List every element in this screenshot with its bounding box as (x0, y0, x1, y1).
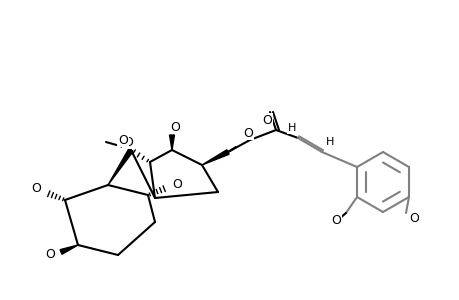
Polygon shape (202, 150, 229, 165)
Polygon shape (108, 148, 133, 185)
Polygon shape (60, 245, 78, 254)
Text: O: O (262, 113, 271, 127)
Text: H: H (287, 123, 296, 133)
Polygon shape (169, 135, 174, 150)
Text: O: O (408, 212, 418, 224)
Text: O: O (330, 214, 340, 226)
Text: H: H (325, 137, 333, 147)
Text: O: O (170, 121, 179, 134)
Text: O: O (31, 182, 41, 196)
Text: O: O (123, 136, 133, 148)
Text: O: O (242, 127, 252, 140)
Text: O: O (172, 178, 182, 190)
Text: O: O (118, 134, 128, 146)
Text: O: O (45, 248, 55, 262)
